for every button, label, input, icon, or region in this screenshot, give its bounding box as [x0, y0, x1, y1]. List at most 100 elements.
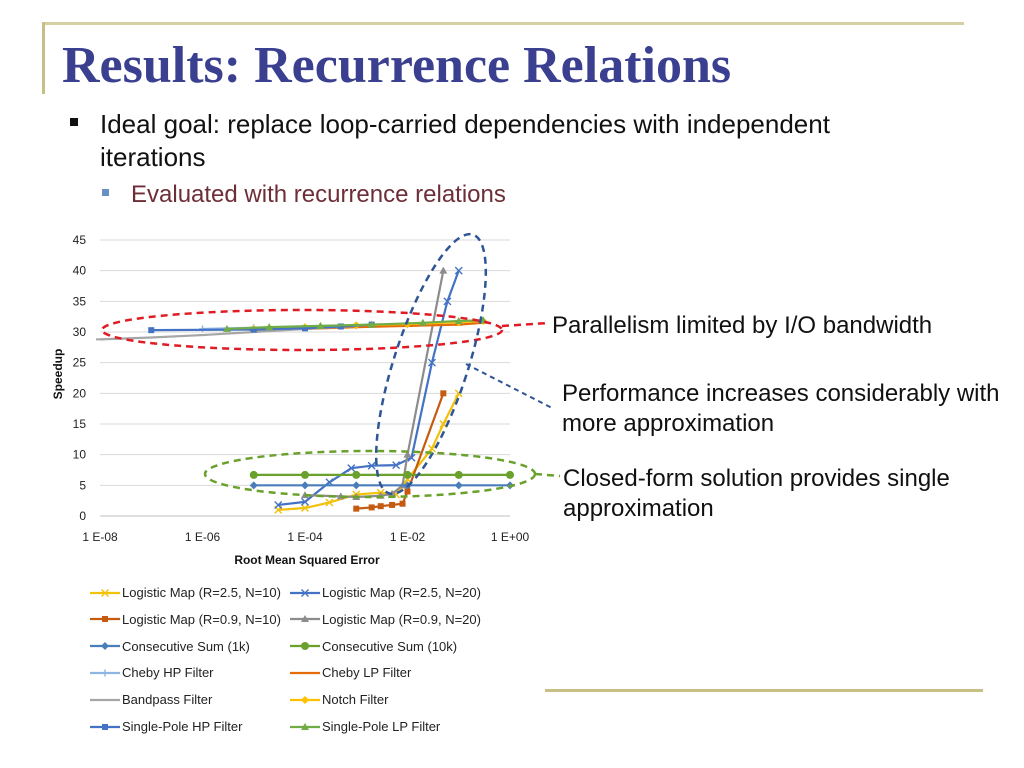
legend-swatch — [290, 642, 320, 651]
legend-label: Single-Pole HP Filter — [122, 719, 243, 734]
data-point — [454, 470, 463, 479]
legend-swatch — [90, 642, 120, 651]
legend-item: Logistic Map (R=2.5, N=10) — [90, 585, 281, 600]
legend-item: Logistic Map (R=2.5, N=20) — [290, 585, 481, 600]
legend-label: Consecutive Sum (10k) — [322, 638, 458, 654]
legend-label: Cheby LP Filter — [322, 665, 412, 681]
x-tick-label: 1 E-04 — [287, 530, 323, 544]
leader-approximation — [465, 363, 553, 409]
legend-label: Single-Pole LP Filter — [322, 719, 441, 734]
legend-label: Logistic Map (R=2.5, N=20) — [322, 585, 481, 600]
y-tick-label: 35 — [73, 294, 87, 308]
legend-swatch-marker — [101, 669, 109, 677]
data-point — [454, 481, 463, 490]
y-tick-label: 25 — [73, 356, 87, 370]
data-point — [352, 470, 361, 479]
data-point — [404, 488, 411, 495]
data-point — [301, 470, 309, 479]
legend-swatch — [290, 722, 320, 730]
legend-swatch-marker — [301, 642, 309, 651]
data-point — [337, 323, 344, 330]
sub-bullet-evaluated: Evaluated with recurrence relations — [131, 181, 506, 208]
data-point — [301, 497, 309, 506]
bullet-square-icon — [70, 118, 78, 126]
legend-item: Notch Filter — [290, 692, 388, 707]
top-rule — [44, 22, 964, 25]
x-tick-label: 1 E+00 — [491, 530, 530, 544]
data-point — [352, 481, 361, 490]
series-single-pole-lp-filter — [222, 316, 488, 332]
callout-closed-form: Closed-form solution provides single app… — [563, 465, 950, 522]
ellipse-approximation — [374, 232, 488, 496]
data-point — [148, 327, 155, 334]
legend-swatch — [90, 698, 120, 701]
callout-performance: Performance increases considerably with … — [562, 380, 1000, 437]
data-point — [427, 358, 436, 367]
y-tick-label: 20 — [73, 386, 87, 400]
y-tick-label: 5 — [79, 478, 86, 492]
legend-item: Logistic Map (R=0.9, N=10) — [90, 612, 281, 627]
data-point — [392, 461, 401, 470]
data-point — [250, 326, 257, 333]
y-tick-label: 30 — [73, 325, 87, 339]
data-point — [399, 500, 406, 507]
data-point — [506, 470, 514, 479]
y-tick-label: 45 — [73, 233, 87, 247]
data-point — [347, 464, 356, 473]
data-point — [249, 470, 258, 479]
legend-swatch — [90, 616, 120, 623]
legend-swatch — [90, 669, 120, 677]
left-rule — [42, 22, 45, 94]
legend-label: Notch Filter — [322, 692, 389, 708]
data-point — [316, 321, 325, 329]
leader-closed-form — [534, 472, 561, 478]
y-tick-label: 10 — [73, 448, 87, 462]
legend-item: Cheby HP Filter — [90, 665, 214, 680]
legend-swatch — [290, 588, 320, 597]
legend-label: Logistic Map (R=2.5, N=10) — [122, 585, 281, 600]
legend-swatch — [290, 615, 320, 623]
legend-swatch — [90, 588, 120, 597]
legend-label: Logistic Map (R=0.9, N=20) — [322, 611, 481, 627]
y-axis-title: Speedup — [51, 349, 65, 400]
callout-parallelism: Parallelism limited by I/O bandwidth — [552, 312, 933, 339]
legend-label: Consecutive Sum (1k) — [122, 638, 250, 654]
legend-item: Consecutive Sum (10k) — [290, 639, 457, 654]
data-point — [418, 318, 427, 326]
data-point — [367, 461, 376, 470]
data-point — [454, 316, 463, 324]
slide-title: Results: Recurrence Relations — [62, 37, 732, 94]
legend-swatch-marker — [301, 695, 309, 704]
data-point — [353, 505, 360, 512]
data-point — [301, 481, 309, 490]
y-tick-label: 40 — [73, 264, 87, 278]
data-point — [443, 297, 452, 306]
data-point — [325, 498, 334, 507]
data-point — [377, 503, 384, 510]
bullet-ideal-goal: Ideal goal: replace loop-carried depende… — [100, 109, 830, 172]
series-logistic-map-r-0-9-n-10 — [353, 390, 447, 512]
data-point — [454, 266, 463, 275]
bottom-rule — [545, 689, 983, 692]
x-tick-label: 1 E-08 — [82, 530, 118, 544]
data-point — [265, 323, 274, 331]
y-tick-label: 15 — [73, 417, 87, 431]
legend-item: Consecutive Sum (1k) — [90, 639, 250, 654]
legend-swatch-marker — [102, 723, 108, 730]
legend-swatch — [290, 671, 320, 674]
data-point — [301, 504, 309, 513]
legend-label: Logistic Map (R=0.9, N=10) — [122, 611, 281, 627]
x-tick-label: 1 E-02 — [390, 530, 426, 544]
sub-bullet-square-icon — [102, 189, 109, 196]
x-axis-title: Root Mean Squared Error — [234, 553, 380, 567]
data-point — [222, 324, 231, 332]
legend-swatch-marker — [301, 588, 309, 597]
data-point — [367, 320, 376, 328]
data-point — [427, 444, 436, 453]
legend-item: Cheby LP Filter — [290, 665, 411, 680]
legend-swatch — [290, 695, 320, 704]
data-point — [389, 501, 396, 508]
ellipse-io-bandwidth — [100, 308, 504, 352]
legend-label: Cheby HP Filter — [122, 665, 214, 681]
